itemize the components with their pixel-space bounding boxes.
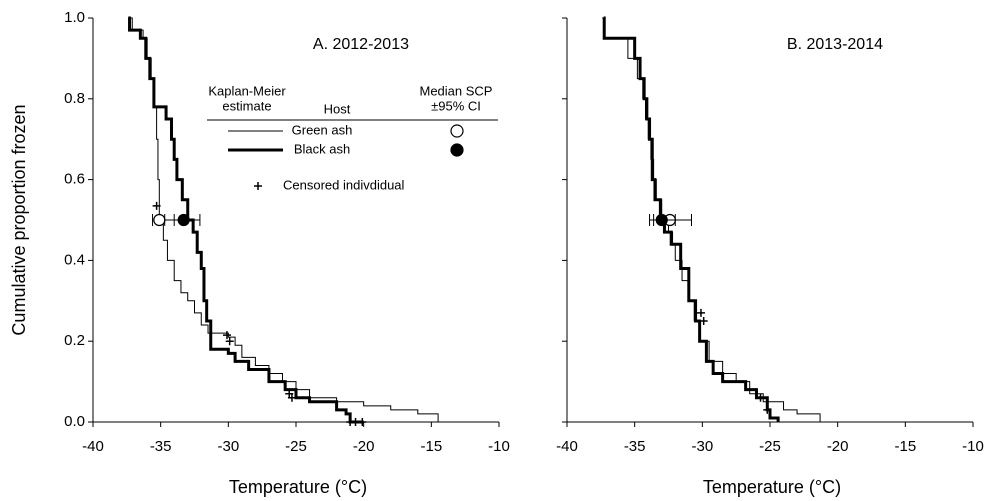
x-tick-label: -20 <box>353 438 375 455</box>
legend-marker <box>450 143 464 157</box>
x-axis-label: Temperature (°C) <box>229 477 367 497</box>
x-tick-label: -30 <box>217 438 239 455</box>
x-tick-label: -25 <box>285 438 307 455</box>
legend-header: ±95% CI <box>431 98 481 113</box>
x-tick-label: -30 <box>691 438 713 455</box>
x-tick-label: -15 <box>420 438 442 455</box>
censored-mark <box>358 418 367 426</box>
legend-label: Green ash <box>292 122 353 137</box>
x-tick-label: -10 <box>962 438 984 455</box>
median-marker <box>655 213 668 227</box>
median-marker <box>153 213 166 227</box>
censored-mark <box>222 331 231 340</box>
panel-title: A. 2012-2013 <box>313 36 409 53</box>
legend-header: Host <box>324 101 351 116</box>
km-curve <box>602 16 780 422</box>
censored-mark <box>756 393 765 402</box>
legend-header: estimate <box>222 98 271 113</box>
x-tick-label: -40 <box>556 438 578 455</box>
censored-mark <box>225 337 234 346</box>
y-tick-label: 0.6 <box>64 171 85 188</box>
x-axis-label: Temperature (°C) <box>703 477 841 497</box>
legend-label: Black ash <box>294 141 350 156</box>
x-tick-label: -15 <box>894 438 916 455</box>
legend-header: Median SCP <box>420 83 493 98</box>
censored-mark <box>287 393 296 402</box>
legend-marker <box>450 124 464 138</box>
y-tick-label: 0.0 <box>64 413 85 430</box>
x-tick-label: -25 <box>759 438 781 455</box>
legend-censored <box>254 182 262 190</box>
censored-mark <box>351 418 360 426</box>
x-tick-label: -40 <box>82 438 104 455</box>
y-tick-label: 0.4 <box>64 251 85 268</box>
censored-mark <box>285 389 294 398</box>
x-tick-label: -35 <box>624 438 646 455</box>
censored-mark <box>696 308 705 317</box>
y-tick-label: 0.2 <box>64 332 85 349</box>
legend-header: Kaplan-Meier <box>208 83 286 98</box>
censored-mark <box>152 201 161 210</box>
censored-mark <box>699 317 708 325</box>
x-tick-label: -20 <box>827 438 849 455</box>
y-tick-label: 0.8 <box>64 90 85 107</box>
km-curve <box>128 16 364 424</box>
y-tick-label: 1.0 <box>64 9 85 26</box>
x-tick-label: -35 <box>150 438 172 455</box>
x-tick-label: -10 <box>488 438 510 455</box>
y-axis-label: Cumulative proportion frozen <box>9 104 29 335</box>
censored-mark <box>763 405 772 414</box>
panel-title: B. 2013-2014 <box>787 36 883 53</box>
median-marker <box>177 213 190 227</box>
legend-label: Censored indivdidual <box>283 177 405 192</box>
